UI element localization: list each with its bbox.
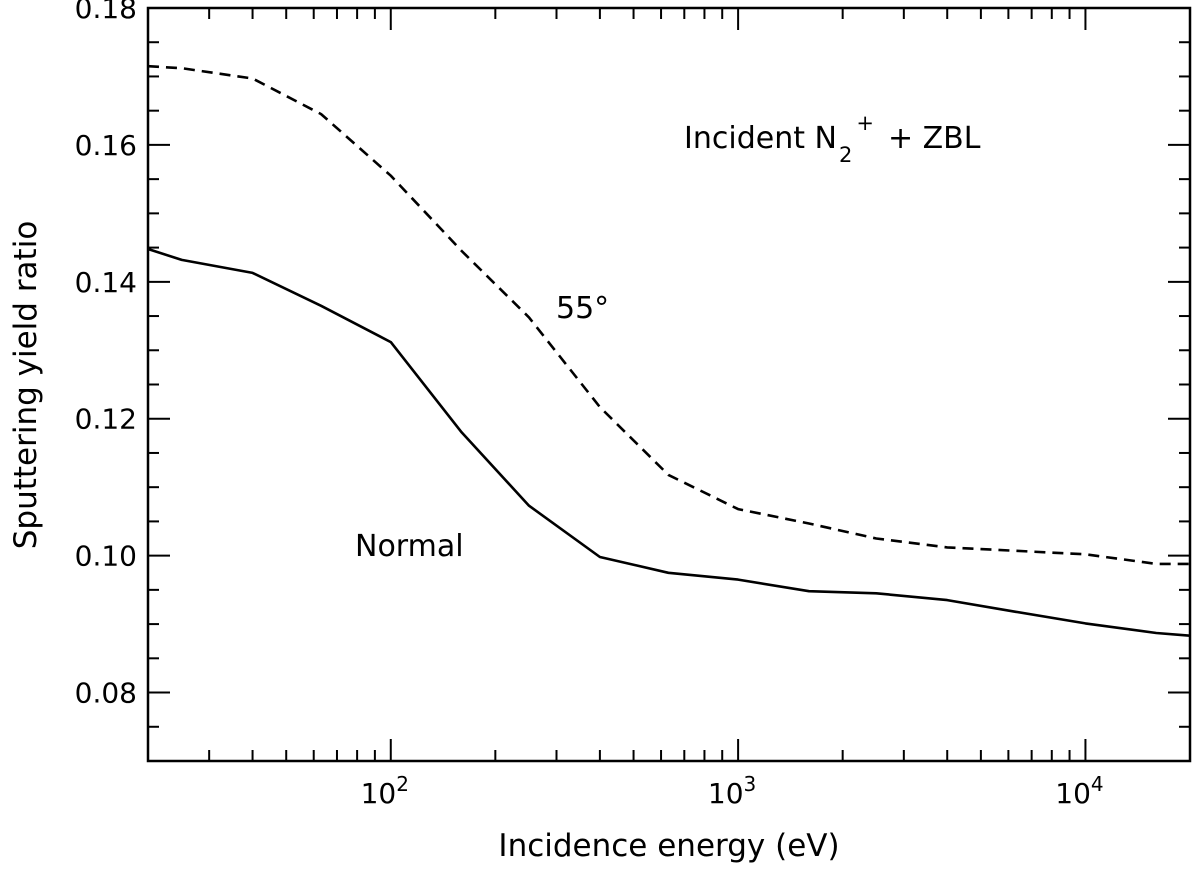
axis-ticks bbox=[147, 7, 1191, 762]
legend-superscript: + bbox=[856, 111, 874, 135]
y-tick-label: 0.18 bbox=[75, 0, 137, 25]
x-tick-label: 104 bbox=[1055, 772, 1103, 810]
y-tick-label: 0.08 bbox=[75, 677, 137, 710]
x-tick-label: 102 bbox=[361, 772, 409, 810]
label-normal: Normal bbox=[355, 529, 464, 564]
series-line-normal bbox=[147, 247, 1191, 637]
x-tick-label-base: 10 bbox=[708, 777, 744, 810]
y-tick-label: 0.16 bbox=[75, 129, 137, 162]
x-tick-label-base: 10 bbox=[1055, 777, 1091, 810]
legend-subscript: 2 bbox=[839, 143, 852, 167]
plot-frame bbox=[146, 6, 1192, 763]
label-55-degree: 55° bbox=[556, 291, 609, 326]
legend-annotation: Incident N2+ + ZBL bbox=[684, 111, 981, 167]
series-layer bbox=[147, 64, 1191, 637]
x-tick-label-exponent: 4 bbox=[1091, 772, 1104, 796]
legend-prefix: Incident N bbox=[684, 121, 837, 156]
y-tick-label: 0.12 bbox=[75, 403, 137, 436]
y-axis-label: Sputtering yield ratio bbox=[8, 221, 44, 550]
y-tick-label: 0.14 bbox=[75, 266, 137, 299]
x-tick-label-exponent: 3 bbox=[744, 772, 757, 796]
legend-suffix: + ZBL bbox=[888, 121, 981, 156]
series-line-55-degree bbox=[147, 64, 1190, 566]
x-axis-label: Incidence energy (eV) bbox=[498, 828, 839, 864]
x-tick-label: 103 bbox=[708, 772, 756, 810]
y-tick-label: 0.10 bbox=[75, 540, 137, 573]
x-tick-label-base: 10 bbox=[361, 777, 397, 810]
x-tick-label-exponent: 2 bbox=[396, 772, 409, 796]
